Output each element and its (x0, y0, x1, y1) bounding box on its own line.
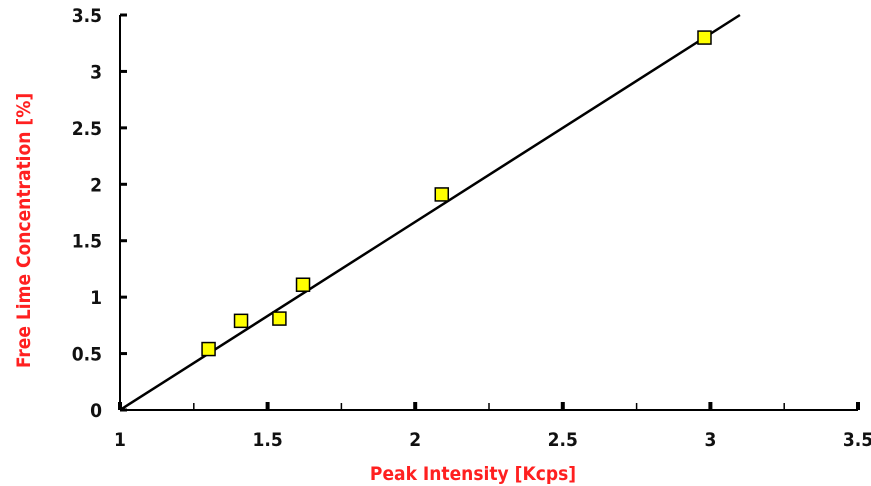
data-point-square (295, 277, 311, 292)
x-tick-label: 3 (704, 429, 716, 451)
data-point-square (233, 313, 249, 329)
y-tick-labels: 0 0.5 1 1.5 2 2.5 3 3.5 (72, 5, 102, 422)
y-tick-label: 0.5 (72, 344, 102, 366)
trendline-group (119, 13, 741, 412)
x-tick-label: 3.5 (843, 429, 871, 451)
y-tick-label: 1.5 (72, 231, 102, 253)
y-tick-label: 2.5 (72, 118, 102, 140)
x-tick-labels: 1 1.5 2 2.5 3 3.5 (114, 429, 871, 451)
x-axis (118, 402, 860, 411)
data-point-square (272, 311, 287, 326)
trendline (119, 13, 741, 412)
data-point-square (201, 341, 216, 357)
y-axis (119, 13, 127, 412)
y-axis-title: Free Lime Concentration [%] (13, 93, 35, 368)
y-tick-label: 3.5 (72, 5, 102, 27)
data-points (201, 30, 712, 357)
x-tick-label: 1 (114, 429, 126, 451)
data-point-square (697, 30, 712, 45)
x-axis-title: Peak Intensity [Kcps] (370, 463, 576, 485)
x-tick-label: 2.5 (548, 429, 578, 451)
y-tick-label: 1 (90, 287, 102, 309)
y-tick-label: 2 (90, 174, 102, 196)
x-tick-label: 1.5 (252, 429, 282, 451)
y-tick-label: 3 (90, 61, 102, 83)
x-tick-label: 2 (409, 429, 421, 451)
data-point-square (434, 187, 450, 202)
y-tick-label: 0 (90, 400, 102, 422)
